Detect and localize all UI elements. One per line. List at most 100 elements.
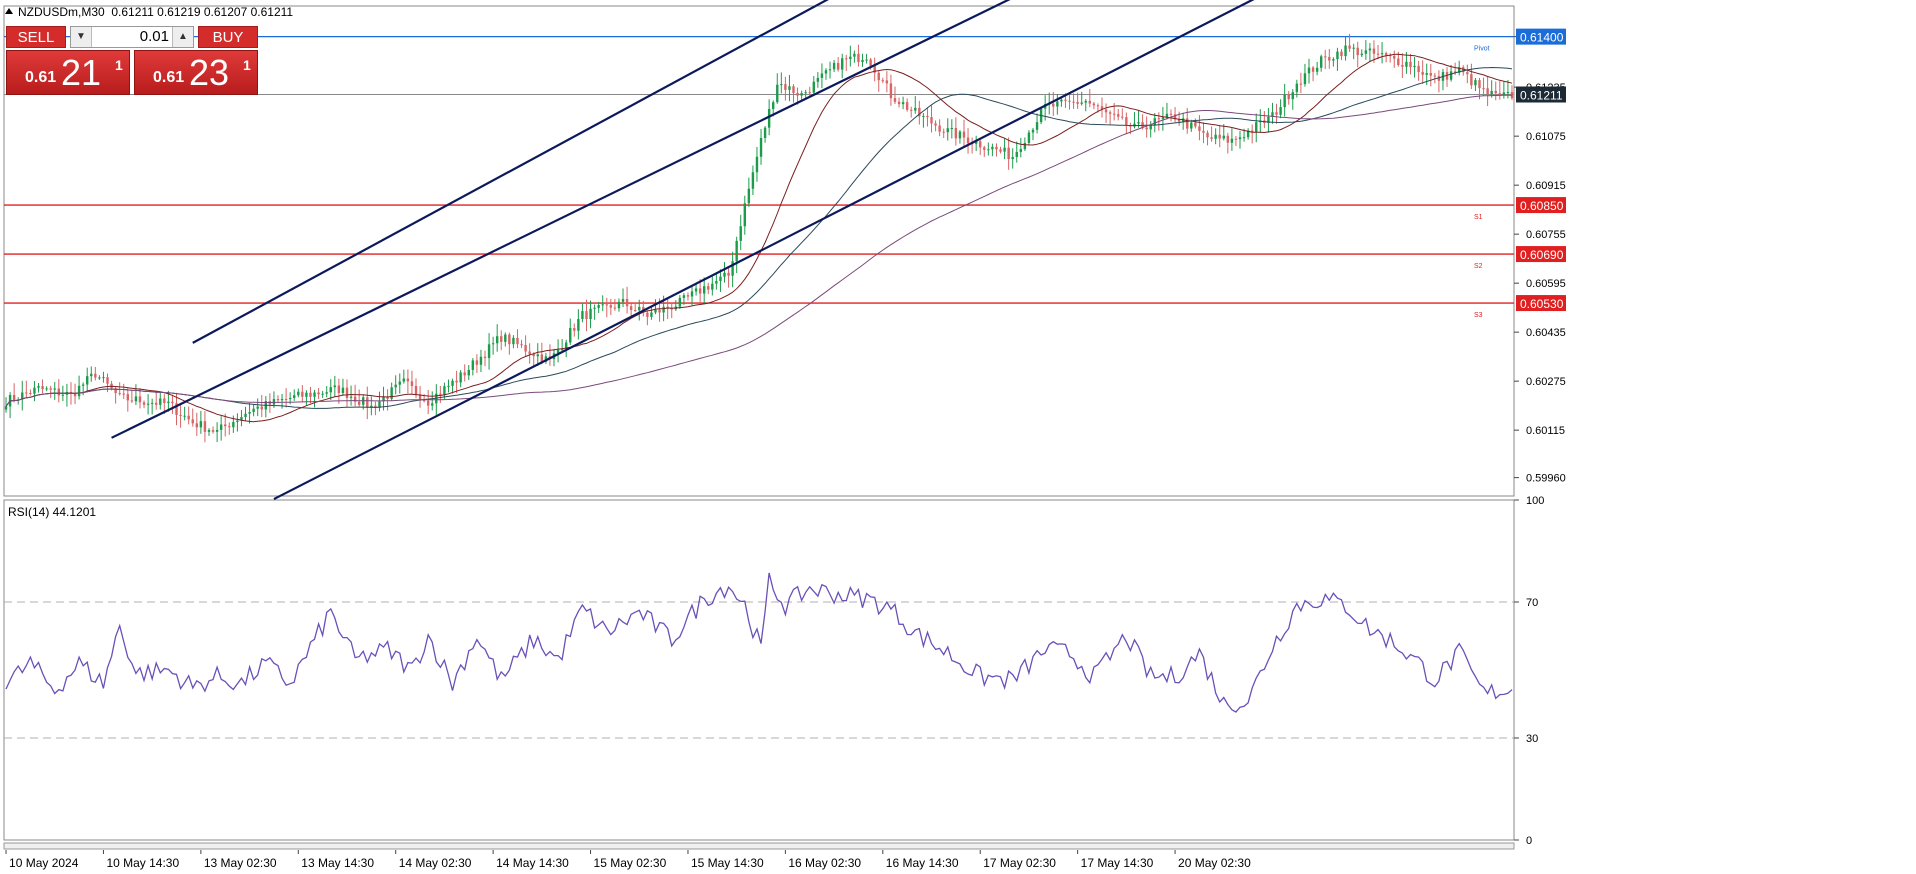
channel-line [192,0,829,344]
symbol-label: NZDUSDm,M30 [18,5,105,19]
level-price-box [1516,246,1566,263]
candle-body [938,125,941,132]
candle-body [910,109,913,111]
candle-body [999,149,1002,152]
candle-body [1388,55,1392,57]
candle-body [1368,48,1372,51]
candle-body [763,127,767,138]
lot-size-input[interactable]: ▼ 0.01 ▲ [70,26,194,48]
lot-value[interactable]: 0.01 [139,28,169,45]
candle-body [106,377,109,384]
candle-body [573,328,576,331]
ma-fast-line [5,53,1513,423]
candle-body [309,392,312,397]
candle-body [118,393,121,395]
candle-body [280,399,284,401]
time-tick-label: 17 May 02:30 [983,856,1056,870]
candle-body [1458,67,1461,73]
candle-body [512,337,515,345]
candle-body [183,415,186,417]
candle-body [540,354,544,362]
candle-body [410,381,414,387]
candle-body [500,336,503,342]
candle-body [1433,75,1437,77]
chart-header: NZDUSDm,M30 0.61211 0.61219 0.61207 0.61… [18,5,293,19]
candle-body [398,381,401,385]
candle-body [1283,94,1286,108]
candle-body [751,172,755,189]
candle-body [1474,80,1477,86]
level-price-label: 0.61400 [1520,31,1564,45]
buy-price-box[interactable]: 0.61 23 1 [134,50,258,95]
candle-body [1007,147,1010,160]
rsi-line [5,572,1513,713]
candle-body [374,405,377,408]
candle-body [845,58,848,60]
candle-body [1080,102,1083,104]
lot-increase-icon[interactable]: ▲ [172,27,193,47]
time-tick-label: 10 May 2024 [9,856,79,870]
symbol-dropdown-icon[interactable] [5,8,13,14]
lot-decrease-icon[interactable]: ▼ [71,27,92,47]
candle-body [946,128,949,133]
candle-body [1149,125,1152,130]
candle-body [211,430,215,432]
candle-body [12,395,16,401]
candle-body [1376,53,1380,55]
candle-body [1068,100,1071,102]
candle-body [828,69,832,71]
candle-body [260,406,263,410]
candle-body [414,386,418,395]
candle-body [1291,92,1294,100]
candle-body [203,421,207,432]
candle-body [163,398,166,403]
candle-body [1084,100,1087,103]
analyst-views-strip [3,842,1515,850]
candle-body [1250,130,1254,132]
candle-body [341,387,345,393]
candle-body [325,392,328,394]
candle-body [889,83,893,99]
sell-price-box[interactable]: 0.61 21 1 [6,50,130,95]
level-tag-s2: S2 [1474,263,1483,270]
candle-body [1064,99,1067,101]
candle-body [150,402,154,404]
candle-body [1027,132,1031,143]
candle-body [995,146,998,150]
candle-body [885,80,889,84]
candle-body [4,406,8,410]
candle-body [715,281,718,284]
candle-body [199,421,203,428]
sell-button[interactable]: SELL [6,26,66,48]
candle-body [459,372,462,383]
candle-body [694,288,698,292]
candle-body [1364,50,1368,54]
buy-button[interactable]: BUY [198,26,258,48]
candle-body [179,414,182,416]
time-tick-label: 20 May 02:30 [1178,856,1251,870]
candle-body [605,304,608,306]
candle-body [232,421,235,428]
candle-body [77,385,81,397]
candle-body [297,391,300,396]
candle-body [1222,135,1225,139]
candle-body [130,400,134,402]
candle-body [772,102,775,109]
candle-body [155,402,158,405]
candle-body [1307,67,1311,74]
candle-body [804,92,807,94]
candle-body [504,334,507,342]
candle-body [974,141,978,144]
candle-body [861,59,864,63]
candle-body [1137,122,1140,124]
level-price-box [1516,197,1566,214]
candle-body [865,59,868,61]
candle-body [1271,112,1274,117]
time-tick-label: 13 May 02:30 [204,856,277,870]
candle-body [61,394,65,396]
candle-body [1100,106,1104,110]
candle-body [451,380,454,386]
candle-body [1035,122,1039,130]
candle-body [29,393,32,395]
